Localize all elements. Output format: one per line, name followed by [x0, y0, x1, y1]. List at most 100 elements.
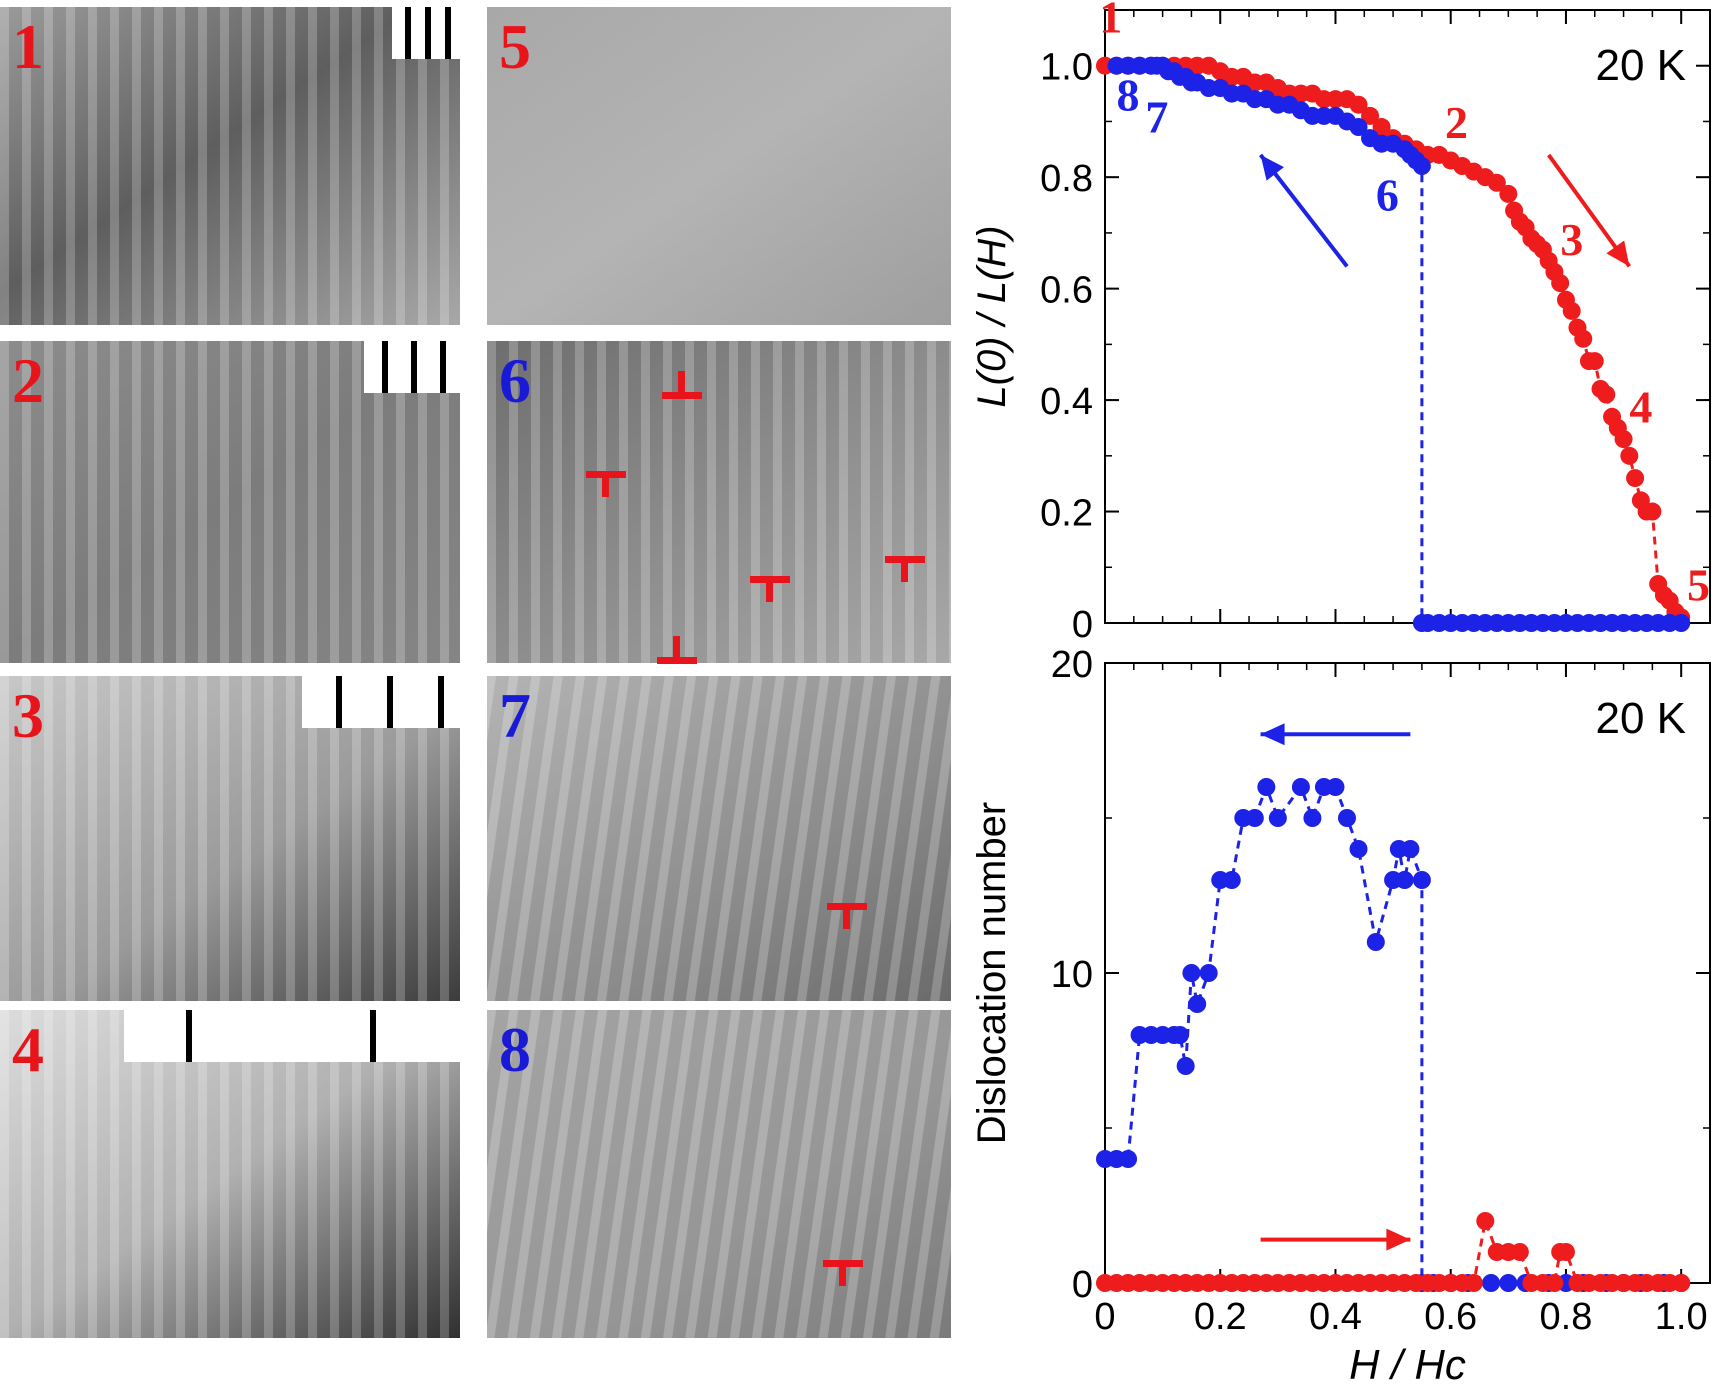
series-line — [1105, 782, 1682, 1285]
data-point — [1412, 614, 1431, 632]
y-tick-label: 0.6 — [1040, 270, 1093, 312]
dislocation-marker — [885, 556, 925, 582]
period-stripe — [405, 7, 411, 59]
data-point — [1096, 1150, 1114, 1168]
period-stripe — [336, 676, 342, 728]
series-decreasing — [1107, 56, 1691, 632]
period-stripe — [387, 676, 393, 728]
data-point — [1234, 809, 1253, 827]
data-point — [1487, 173, 1506, 192]
y-tick-label: 0 — [1072, 1264, 1093, 1306]
panel-label-1: 1 — [12, 11, 44, 82]
chart-2: 0 10 20 0 0.2 0.4 0.6 0.8 1.0 20 K Dislocation num… — [970, 644, 1711, 1388]
data-point — [1672, 1274, 1691, 1292]
y-tick-label: 0.4 — [1040, 381, 1093, 423]
period-stripe — [186, 1010, 192, 1062]
data-point — [1562, 301, 1581, 320]
data-point — [1597, 385, 1616, 404]
data-point — [1211, 871, 1230, 889]
panel-label-4: 4 — [12, 1014, 44, 1085]
period-stripe — [411, 341, 417, 393]
data-point — [1188, 995, 1207, 1013]
point-label: 3 — [1560, 214, 1583, 265]
point-label: 2 — [1445, 97, 1468, 148]
x-tick-label: 1.0 — [1655, 1296, 1708, 1338]
micrograph-panel-1: 1 — [0, 7, 460, 325]
data-point — [1545, 1274, 1564, 1292]
period-stripe — [440, 341, 446, 393]
period-inset-4 — [124, 1010, 460, 1062]
data-point — [1476, 1212, 1495, 1230]
data-point — [1361, 129, 1380, 148]
dislocation-marker — [750, 576, 790, 602]
data-point — [1349, 840, 1368, 858]
data-point — [1338, 809, 1356, 827]
x-axis-label: H / Hc — [1349, 1341, 1466, 1388]
data-point — [1361, 106, 1380, 125]
data-point — [1585, 352, 1604, 371]
y-tick-label: 0.2 — [1040, 493, 1093, 535]
series-increasing — [1096, 1212, 1691, 1292]
data-point — [1551, 274, 1570, 293]
period-stripe — [370, 1010, 376, 1062]
y-tick-label: 0 — [1072, 604, 1093, 646]
data-point — [1176, 1057, 1195, 1075]
period-stripe — [425, 7, 431, 59]
increasing-arrow-head — [1386, 1228, 1411, 1251]
chart-1: 0 0.2 0.4 0.6 0.8 1.0 20 K L(0) / L(H) 1 2 3 4 5 6 78 — [970, 0, 1711, 646]
period-stripe — [382, 341, 388, 393]
increasing-arrow-head — [1606, 240, 1630, 267]
temperature-annotation: 20 K — [1595, 694, 1686, 743]
data-point — [1107, 56, 1126, 75]
data-point — [1643, 502, 1662, 521]
dislocation-marker — [827, 903, 867, 929]
panel-label-5: 5 — [499, 11, 531, 82]
data-point — [1620, 446, 1639, 465]
temperature-annotation: 20 K — [1595, 41, 1686, 90]
dislocation-marker — [662, 371, 702, 399]
point-label: 1 — [1099, 0, 1122, 42]
data-point — [1366, 933, 1385, 951]
panel-label-6: 6 — [499, 345, 531, 416]
micrograph-panel-2: 2 — [0, 341, 460, 663]
data-point — [1412, 871, 1431, 889]
decreasing-arrow-head — [1260, 723, 1285, 746]
x-tick-label: 0.2 — [1194, 1296, 1247, 1338]
data-point — [1614, 430, 1633, 449]
data-point — [1510, 1243, 1529, 1261]
y-axis-label: Dislocation number — [970, 802, 1014, 1144]
period-inset-1 — [392, 7, 460, 59]
data-point — [1556, 1243, 1575, 1261]
data-point — [1130, 1026, 1149, 1044]
point-label: 8 — [1117, 69, 1140, 120]
data-point — [1257, 778, 1276, 796]
y-tick-label: 20 — [1051, 644, 1093, 686]
data-point — [1349, 95, 1368, 114]
data-point — [1499, 1274, 1518, 1292]
plot-frame — [1104, 9, 1711, 624]
series-line — [1105, 1215, 1682, 1285]
data-point — [1291, 778, 1310, 796]
point-label: 7 — [1145, 92, 1168, 143]
series-decreasing — [1096, 778, 1691, 1292]
data-point — [1384, 871, 1403, 889]
y-tick-label: 1.0 — [1040, 47, 1093, 89]
data-point — [1303, 809, 1322, 827]
micrograph-panel-5: 5 — [487, 7, 951, 325]
panel-label-3: 3 — [12, 680, 44, 751]
panel-label-7: 7 — [499, 680, 531, 751]
data-point — [1314, 778, 1333, 796]
data-point — [1268, 809, 1287, 827]
dislocation-marker — [586, 471, 626, 497]
period-inset-2 — [364, 341, 460, 393]
y-tick-label: 0.8 — [1040, 158, 1093, 200]
micrograph-panel-4: 4 — [0, 1010, 460, 1338]
decreasing-arrow-head — [1260, 154, 1284, 181]
data-point — [1464, 1274, 1483, 1292]
data-point — [1482, 1274, 1501, 1292]
panel-label-8: 8 — [499, 1014, 531, 1085]
period-stripe — [445, 7, 451, 59]
micrograph-panel-6: 6 — [487, 341, 951, 663]
micrograph-panel-3: 3 — [0, 676, 460, 1001]
